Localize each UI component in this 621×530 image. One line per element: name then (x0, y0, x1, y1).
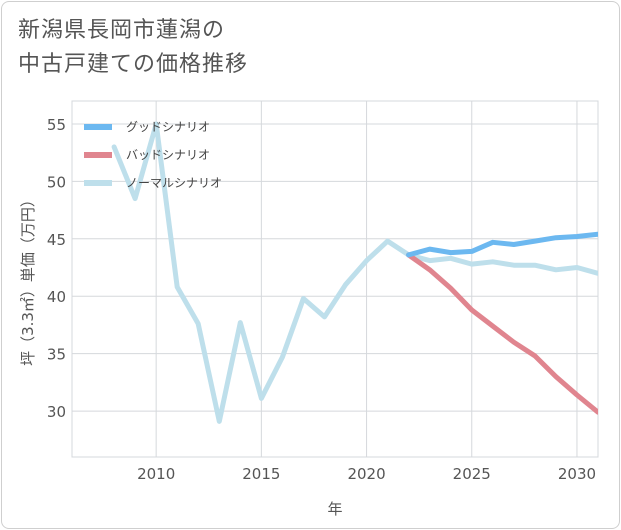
y-tick-label: 50 (47, 173, 66, 191)
y-tick-label: 30 (47, 403, 66, 421)
y-tick-label: 40 (47, 288, 66, 306)
axes: 2010 2015 2020 2025 2030 30 35 40 45 50 55 (47, 116, 596, 483)
y-tick-label: 35 (47, 346, 66, 364)
y-tick-label: 45 (47, 231, 66, 249)
title-line-2: 中古戸建ての価格推移 (18, 52, 249, 77)
legend-label: バッドシナリオ (126, 148, 210, 162)
title-line-1: 新潟県長岡市蓮潟の (18, 18, 226, 43)
legend-label: ノーマルシナリオ (126, 176, 222, 190)
plot-border (71, 100, 599, 458)
series-line-1 (406, 252, 598, 415)
chart-title: 新潟県長岡市蓮潟の 中古戸建ての価格推移 (18, 14, 248, 82)
x-tick-label: 2020 (347, 465, 385, 483)
x-tick-label: 2015 (242, 465, 280, 483)
legend-label: グッドシナリオ (126, 120, 210, 134)
series-group (111, 121, 598, 424)
series-line-0 (406, 231, 598, 258)
series-line-2 (111, 121, 598, 424)
x-tick-label: 2025 (453, 465, 491, 483)
y-tick-label: 55 (47, 116, 66, 134)
x-tick-label: 2030 (558, 465, 596, 483)
x-axis-label: 年 (327, 500, 342, 518)
y-axis-label: 坪（3.3㎡）単価（万円） (19, 192, 37, 366)
x-tick-label: 2010 (137, 465, 175, 483)
